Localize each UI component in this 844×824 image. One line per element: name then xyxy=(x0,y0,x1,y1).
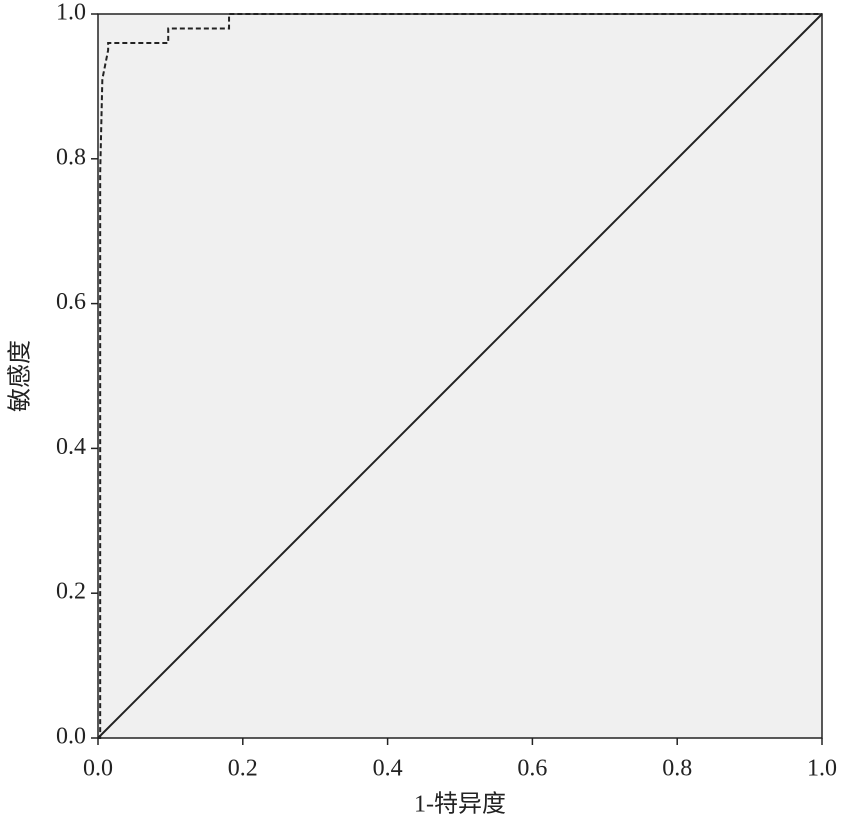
y-tick-label: 0.0 xyxy=(56,724,86,750)
x-tick-label: 1.0 xyxy=(807,756,837,782)
x-tick-label: 0.8 xyxy=(662,756,692,782)
x-tick-label: 0.0 xyxy=(83,756,113,782)
y-tick-label: 0.8 xyxy=(56,144,86,170)
y-tick-label: 0.4 xyxy=(56,434,86,460)
roc-line xyxy=(98,13,822,739)
x-axis-label: 1-特异度 xyxy=(414,791,506,818)
x-tick-label: 0.4 xyxy=(373,756,403,782)
roc-line xyxy=(97,13,823,739)
y-tick-label: 0.6 xyxy=(56,289,86,315)
y-tick-label: 0.2 xyxy=(56,579,86,605)
x-tick-label: 0.2 xyxy=(228,756,258,782)
y-axis-label: 敏感度 xyxy=(7,340,34,412)
x-tick-label: 0.6 xyxy=(517,756,547,782)
y-tick-label: 1.0 xyxy=(56,0,86,26)
